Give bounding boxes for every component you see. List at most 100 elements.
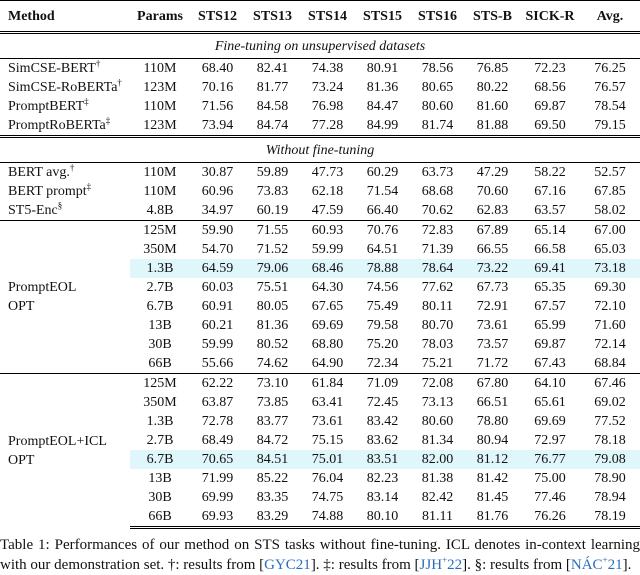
- score: 59.90: [190, 220, 245, 240]
- score: 73.61: [476, 318, 509, 333]
- method-mark: †: [69, 162, 75, 173]
- score: 72.45: [366, 395, 399, 410]
- score: 82.42: [421, 490, 454, 505]
- score: 79.58: [366, 318, 399, 333]
- method-cell: PromptRoBERTa‡: [0, 116, 130, 138]
- score: 67.43: [534, 356, 566, 371]
- score: 64.51: [366, 242, 399, 257]
- score: 74.62: [256, 356, 289, 371]
- score: 72.78: [201, 414, 234, 429]
- score: 76.57: [594, 80, 626, 95]
- column-header: STS13: [245, 0, 300, 34]
- params: 125M: [130, 220, 190, 240]
- score: 65.14: [520, 220, 580, 240]
- params: 13B: [148, 471, 172, 486]
- score: 75.20: [366, 337, 399, 352]
- score: 60.19: [256, 203, 289, 218]
- method-line: PromptEOL+ICL: [8, 433, 107, 449]
- score: 78.94: [594, 490, 626, 505]
- score: 64.10: [520, 373, 580, 393]
- score: 80.60: [421, 99, 454, 114]
- section-title: Fine-tuning on unsupervised datasets: [0, 32, 640, 59]
- score: 71.09: [355, 373, 410, 393]
- score: 83.51: [355, 450, 410, 469]
- score: 66.58: [534, 242, 566, 257]
- score: 71.52: [256, 242, 289, 257]
- score: 63.41: [311, 395, 344, 410]
- score: 67.57: [534, 299, 566, 314]
- params: 66B: [130, 507, 190, 529]
- score: 71.54: [366, 184, 399, 199]
- params: 350M: [143, 242, 177, 257]
- params: 123M: [143, 80, 177, 95]
- score: 84.74: [245, 116, 300, 138]
- citation: 21: [607, 557, 623, 573]
- score: 78.88: [355, 259, 410, 278]
- score: 71.60: [594, 318, 626, 333]
- caption-text: ]. §: results from [: [462, 557, 571, 573]
- score: 75.21: [421, 356, 454, 371]
- data-row: PromptEOL OPT 125M 59.90 71.55 60.93 70.76 72.8…: [0, 220, 640, 374]
- section-title-row: Fine-tuning on unsupervised datasets: [0, 32, 640, 59]
- score: 66.40: [366, 203, 399, 218]
- score: 54.70: [201, 242, 234, 257]
- method-cell: BERT avg.†: [0, 163, 130, 183]
- score: 81.45: [476, 490, 509, 505]
- data-row: 6.7B 70.65 84.51 75.01 83.51 82.00 81.12 76.77 7…: [0, 450, 640, 469]
- data-row: 350M 63.87 73.85 63.41 72.45 73.13 66.51 65.61 6…: [0, 393, 640, 412]
- data-row: 2.7B 68.49 84.72 75.15 83.62 81.34 80.94 72.97 7…: [0, 431, 640, 450]
- data-row: 66B 69.93 83.29 74.88 80.10 81.11 81.76 76.26 78…: [0, 507, 640, 529]
- score: 72.14: [594, 337, 626, 352]
- score: 82.41: [256, 61, 289, 76]
- score: 72.91: [476, 299, 509, 314]
- score: 63.73: [421, 165, 454, 180]
- score: 69.93: [190, 507, 245, 529]
- score: 70.16: [201, 80, 234, 95]
- column-header: SICK-R: [520, 0, 580, 34]
- data-row: 13B 71.99 85.22 76.04 82.23 81.38 81.42 75.00 78…: [0, 469, 640, 488]
- score: 76.77: [520, 450, 580, 469]
- caption: Table 1: Performances of our method on S…: [0, 535, 640, 575]
- score: 74.88: [300, 507, 355, 529]
- score: 67.46: [580, 373, 640, 393]
- citation: +: [442, 555, 448, 565]
- data-row: 2.7B 60.03 75.51 64.30 74.56 77.62 67.73 65.35 6…: [0, 278, 640, 297]
- score: 76.25: [594, 61, 626, 76]
- score: 62.18: [311, 184, 344, 199]
- score: 78.54: [594, 99, 626, 114]
- section-title: Without fine-tuning: [0, 136, 640, 163]
- data-row: 30B 59.99 80.52 68.80 75.20 78.03 73.57 69.87 72…: [0, 335, 640, 354]
- score: 84.99: [355, 116, 410, 138]
- score: 70.60: [476, 184, 509, 199]
- score: 67.65: [311, 299, 344, 314]
- score: 81.36: [256, 318, 289, 333]
- data-row: 6.7B 60.91 80.05 67.65 75.49 80.11 72.91 67.57 7…: [0, 297, 640, 316]
- score: 64.30: [311, 280, 344, 295]
- score: 60.93: [300, 220, 355, 240]
- data-row: 66B 55.66 74.62 64.90 72.34 75.21 71.72 67.43 68…: [0, 354, 640, 374]
- method-mark: †: [117, 77, 122, 88]
- score: 84.51: [245, 450, 300, 469]
- score: 58.02: [594, 203, 626, 218]
- method-mark: §: [57, 200, 63, 211]
- citation: GYC21: [264, 557, 311, 573]
- column-header: STS14: [300, 0, 355, 34]
- score: 69.87: [534, 337, 566, 352]
- method-mark: ‡: [84, 96, 89, 107]
- score: 71.39: [421, 242, 454, 257]
- score: 60.96: [201, 184, 234, 199]
- method-cell: PromptBERT‡: [0, 97, 130, 116]
- data-row: BERT avg.† 110M 30.87 59.89 47.73 60.29 63.73 4…: [0, 163, 640, 183]
- score: 73.10: [245, 373, 300, 393]
- score: 80.65: [421, 80, 454, 95]
- score: 83.35: [256, 490, 289, 505]
- data-row: 30B 69.99 83.35 74.75 83.14 82.42 81.45 77.46 78…: [0, 488, 640, 507]
- score: 59.99: [311, 242, 344, 257]
- score: 75.01: [300, 450, 355, 469]
- score: 74.38: [311, 61, 344, 76]
- score: 47.29: [476, 165, 509, 180]
- column-header: STS12: [190, 0, 245, 34]
- score: 62.22: [190, 373, 245, 393]
- score: 69.69: [311, 318, 344, 333]
- method-cell: BERT prompt‡: [0, 182, 130, 201]
